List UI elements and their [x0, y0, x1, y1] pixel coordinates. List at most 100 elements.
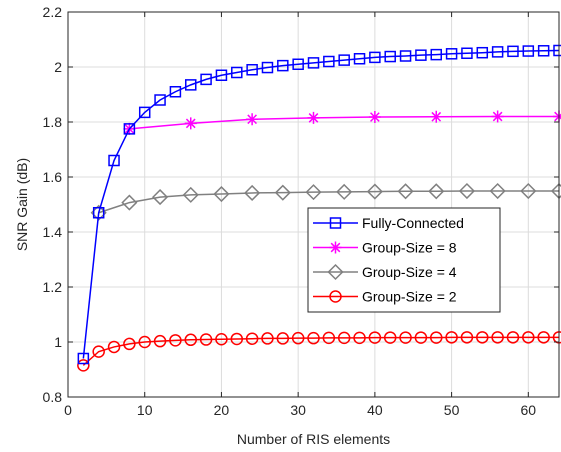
- data-point: [182, 186, 199, 203]
- data-point: [77, 352, 90, 365]
- data-point: [384, 50, 396, 63]
- y-tick-label: 1.4: [43, 224, 63, 240]
- x-tick-label: 40: [367, 402, 383, 418]
- data-point: [215, 69, 228, 81]
- data-point: [522, 45, 535, 57]
- data-point: [154, 94, 166, 106]
- data-point: [152, 189, 169, 206]
- data-point: [138, 335, 151, 349]
- data-point: [77, 359, 90, 372]
- data-point: [261, 332, 274, 345]
- y-tick-label: 0.8: [43, 389, 63, 405]
- y-tick-label: 2: [54, 59, 62, 75]
- data-point: [445, 48, 458, 60]
- data-point: [276, 332, 290, 345]
- legend-marker: [329, 217, 342, 229]
- data-point: [307, 111, 320, 124]
- data-point: [169, 86, 182, 98]
- data-point: [107, 340, 121, 354]
- data-point: [169, 334, 182, 347]
- data-point: [338, 54, 350, 66]
- data-point: [506, 331, 520, 344]
- data-point: [537, 45, 550, 57]
- legend: Fully-Connected Group-Size = 8 Group-Size …: [307, 207, 501, 313]
- data-point: [491, 46, 504, 58]
- y-tick-label: 2.2: [43, 4, 63, 20]
- data-point: [92, 345, 105, 358]
- data-point: [430, 331, 443, 344]
- data-point: [428, 183, 445, 200]
- data-point: [230, 332, 244, 346]
- data-point: [292, 58, 304, 70]
- series-circle: [77, 331, 561, 372]
- data-point: [274, 184, 291, 201]
- data-point: [368, 111, 381, 124]
- data-point: [489, 182, 506, 200]
- data-point: [430, 110, 443, 123]
- data-point: [445, 331, 458, 344]
- data-point: [522, 331, 535, 344]
- data-point: [336, 183, 353, 200]
- data-point: [322, 331, 336, 345]
- data-point: [507, 45, 519, 58]
- x-tick-label: 10: [137, 402, 153, 418]
- data-point: [244, 184, 261, 202]
- series-line: [82, 336, 559, 366]
- data-point: [383, 331, 397, 344]
- series-line: [98, 190, 559, 214]
- data-point: [476, 46, 489, 59]
- x-tick-label: 0: [64, 402, 72, 418]
- data-point: [415, 49, 427, 61]
- data-point: [491, 110, 504, 123]
- legend-marker: [329, 241, 342, 254]
- data-point: [246, 64, 258, 76]
- series-square: [77, 44, 561, 365]
- data-point: [369, 51, 381, 64]
- data-point: [307, 57, 320, 69]
- data-point: [460, 331, 474, 344]
- series-line: [82, 49, 560, 359]
- data-point: [185, 79, 197, 91]
- data-point: [215, 333, 228, 346]
- data-point: [414, 331, 428, 344]
- data-point: [368, 331, 382, 344]
- data-point: [305, 184, 322, 201]
- data-point: [123, 123, 136, 135]
- data-point: [246, 113, 259, 126]
- legend-marker: [329, 290, 342, 303]
- data-point: [184, 333, 197, 347]
- data-point: [353, 53, 366, 65]
- axis-ticks: 0 10 20 30 40 50 60 0.8 1 1.2 1.4 1.6 1.8 2 2.2: [43, 4, 559, 418]
- data-point: [323, 55, 335, 68]
- data-point: [337, 331, 351, 345]
- legend-label: Group-Size = 2: [362, 289, 457, 305]
- data-point: [184, 117, 197, 130]
- data-point: [123, 337, 136, 351]
- data-point: [307, 331, 320, 345]
- legend-marker: [327, 263, 344, 281]
- data-point: [92, 207, 105, 219]
- data-point: [399, 50, 412, 62]
- data-point: [458, 182, 475, 200]
- data-point: [138, 106, 151, 119]
- data-point: [199, 333, 213, 346]
- data-point: [108, 154, 120, 167]
- y-tick-label: 1.2: [43, 279, 63, 295]
- data-point: [121, 194, 138, 211]
- y-tick-label: 1.8: [43, 114, 63, 130]
- data-point: [476, 331, 489, 344]
- data-point: [213, 185, 230, 203]
- data-point: [491, 331, 504, 344]
- x-tick-label: 50: [444, 402, 460, 418]
- y-axis-label: SNR Gain (dB): [14, 158, 30, 251]
- data-point: [153, 334, 167, 348]
- data-point: [277, 59, 289, 72]
- data-point: [245, 332, 259, 345]
- data-point: [397, 183, 414, 200]
- data-point: [291, 331, 305, 345]
- data-point: [537, 331, 550, 344]
- legend-label: Fully-Connected: [362, 215, 464, 231]
- x-tick-label: 20: [214, 402, 230, 418]
- plot-frame: [67, 11, 560, 398]
